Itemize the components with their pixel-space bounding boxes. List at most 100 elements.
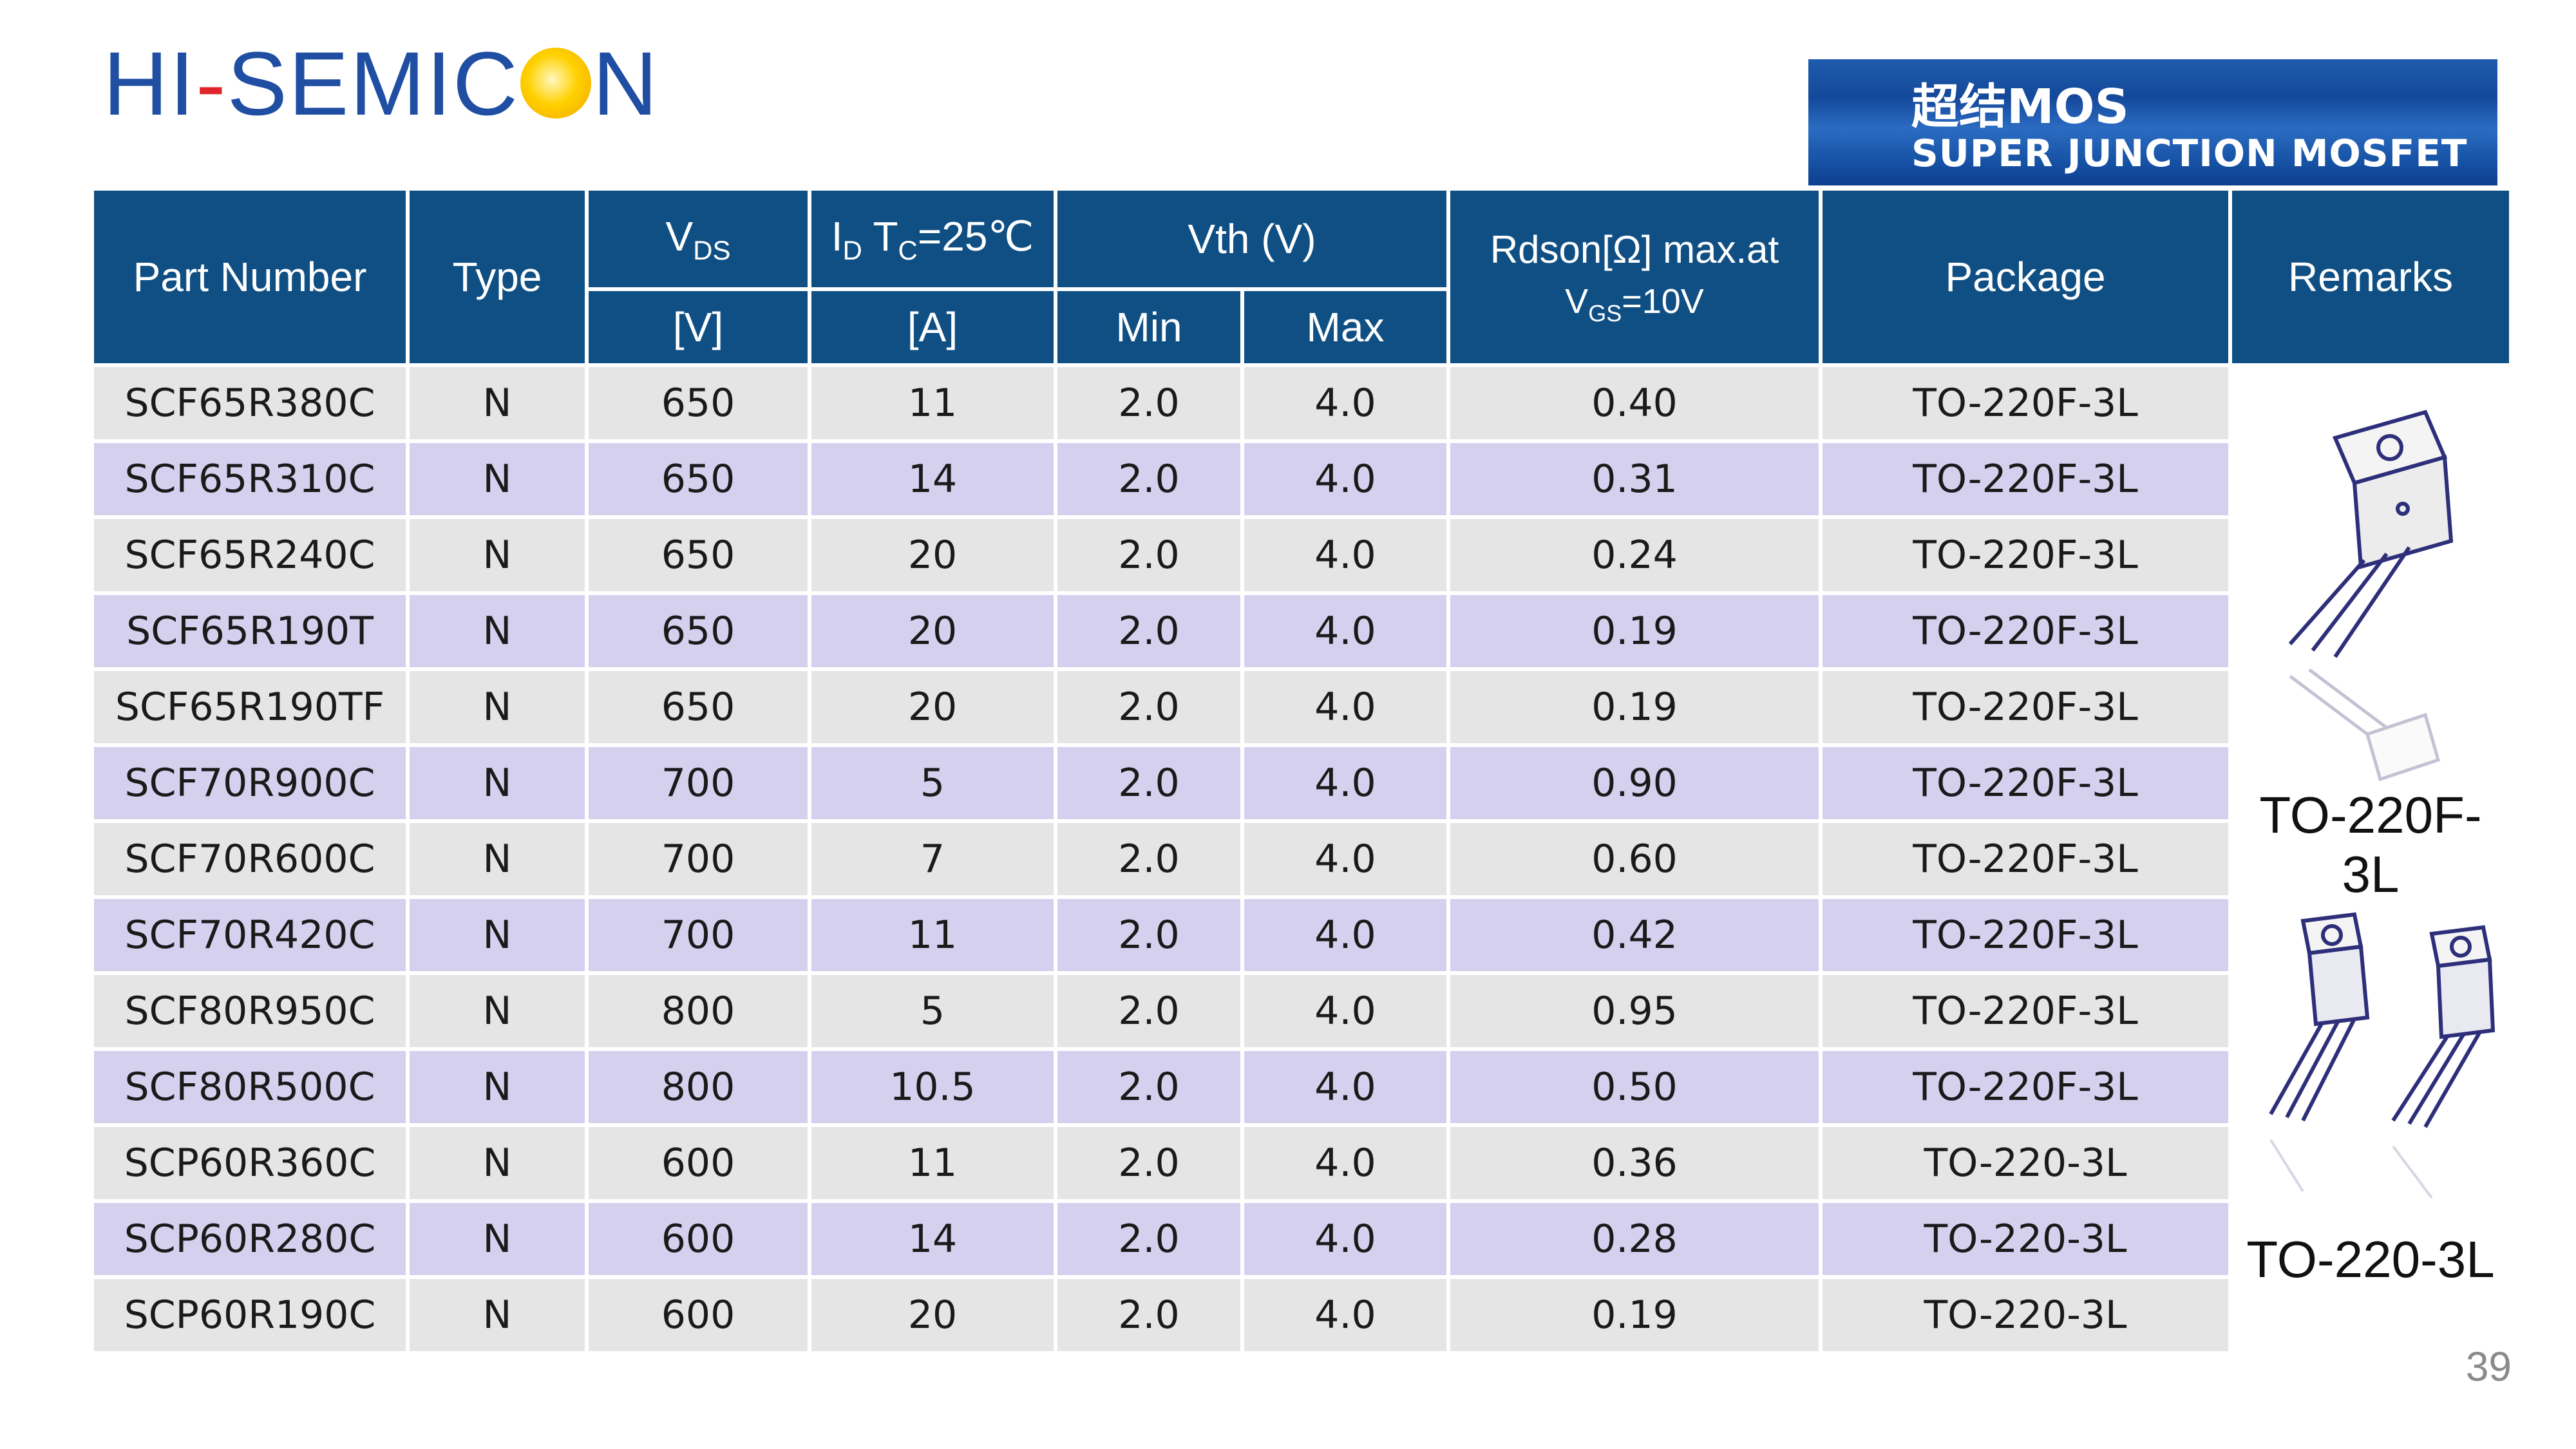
cell-package: TO-220F-3L [1823,519,2228,591]
cell-part-number: SCF65R190TF [94,671,406,743]
cell-vth-max: 4.0 [1244,1279,1446,1351]
cell-vth-min: 2.0 [1057,367,1240,439]
cell-vth-max: 4.0 [1244,899,1446,971]
table-row: SCP60R190C N 600 20 2.0 4.0 0.19 TO-220-3L [94,1279,2509,1351]
cell-rdson: 0.19 [1450,1279,1819,1351]
cell-vth-min: 2.0 [1057,747,1240,819]
cell-part-number: SCF65R190T [94,595,406,667]
cell-part-number: SCF80R500C [94,1051,406,1123]
cell-id: 5 [811,975,1054,1047]
cell-rdson: 0.40 [1450,367,1819,439]
cell-package: TO-220F-3L [1823,823,2228,895]
cell-part-number: SCP60R280C [94,1203,406,1275]
header-part-number: Part Number [94,191,406,363]
cell-rdson: 0.28 [1450,1203,1819,1275]
cell-rdson: 0.31 [1450,443,1819,515]
cell-part-number: SCF65R240C [94,519,406,591]
cell-type: N [410,823,585,895]
cell-id: 20 [811,1279,1054,1351]
cell-id: 20 [811,595,1054,667]
cell-package: TO-220-3L [1823,1127,2228,1199]
cell-vds: 700 [589,747,808,819]
cell-rdson: 0.50 [1450,1051,1819,1123]
table-row: SCF65R240C N 650 20 2.0 4.0 0.24 TO-220F-3L [94,519,2509,591]
cell-vth-max: 4.0 [1244,1203,1446,1275]
cell-part-number: SCF70R900C [94,747,406,819]
cell-id: 11 [811,367,1054,439]
cell-vth-min: 2.0 [1057,899,1240,971]
cell-rdson: 0.42 [1450,899,1819,971]
cell-id: 11 [811,899,1054,971]
table-row: SCF70R900C N 700 5 2.0 4.0 0.90 TO-220F-3L [94,747,2509,819]
to220f-package-icon [2288,410,2454,782]
cell-part-number: SCF80R950C [94,975,406,1047]
cell-vds: 650 [589,595,808,667]
table-row: SCF65R310C N 650 14 2.0 4.0 0.31 TO-220F-3L [94,443,2509,515]
cell-vth-max: 4.0 [1244,443,1446,515]
cell-id: 10.5 [811,1051,1054,1123]
cell-vth-min: 2.0 [1057,519,1240,591]
cell-part-number: SCP60R360C [94,1127,406,1199]
to220-package-icon [2269,912,2496,1199]
cell-id: 14 [811,443,1054,515]
cell-part-number: SCF65R380C [94,367,406,439]
cell-vth-max: 4.0 [1244,1051,1446,1123]
table-row: SCF80R950C N 800 5 2.0 4.0 0.95 TO-220F-3L [94,975,2509,1047]
cell-rdson: 0.90 [1450,747,1819,819]
cell-package: TO-220F-3L [1823,443,2228,515]
cell-vth-min: 2.0 [1057,595,1240,667]
cell-vds: 800 [589,1051,808,1123]
sun-icon [520,48,592,118]
cell-id: 7 [811,823,1054,895]
cell-part-number: SCP60R190C [94,1279,406,1351]
cell-package: TO-220F-3L [1823,1051,2228,1123]
header-id: ID TC=25℃ [811,191,1054,287]
cell-vth-min: 2.0 [1057,671,1240,743]
cell-type: N [410,1127,585,1199]
cell-part-number: SCF70R600C [94,823,406,895]
cell-vth-min: 2.0 [1057,823,1240,895]
remark-package-label-1: TO-220F-3L [2259,786,2482,903]
cell-vds: 650 [589,443,808,515]
cell-vth-max: 4.0 [1244,519,1446,591]
cell-vth-max: 4.0 [1244,1127,1446,1199]
cell-vth-min: 2.0 [1057,1279,1240,1351]
cell-vds: 800 [589,975,808,1047]
cell-vds: 650 [589,671,808,743]
cell-vth-max: 4.0 [1244,823,1446,895]
product-table: Part Number Type VDS ID TC=25℃ Vth (V) R… [90,187,2513,1355]
cell-type: N [410,595,585,667]
cell-vds: 650 [589,367,808,439]
cell-vds: 600 [589,1127,808,1199]
table-row: SCF65R380C N 650 11 2.0 4.0 0.40 TO-220F-3L TO-2… [94,367,2509,1351]
cell-rdson: 0.60 [1450,823,1819,895]
header-type: Type [410,191,585,363]
cell-package: TO-220F-3L [1823,595,2228,667]
cell-type: N [410,443,585,515]
banner-title-en: SUPER JUNCTION MOSFET [1911,131,2468,175]
cell-vth-min: 2.0 [1057,443,1240,515]
header-rdson: Rdson[Ω] max.at VGS=10V [1450,191,1819,363]
product-banner: 超结MOS SUPER JUNCTION MOSFET [1808,59,2497,185]
banner-title-cn: 超结MOS [1911,79,2129,135]
cell-package: TO-220F-3L [1823,367,2228,439]
cell-id: 11 [811,1127,1054,1199]
company-logo: HI-SEMIC N [103,33,659,134]
cell-type: N [410,1203,585,1275]
cell-vth-max: 4.0 [1244,671,1446,743]
cell-package: TO-220-3L [1823,1279,2228,1351]
cell-vds: 600 [589,1203,808,1275]
remark-package-label-2: TO-220-3L [2246,1231,2495,1288]
table-row: SCP60R360C N 600 11 2.0 4.0 0.36 TO-220-3L [94,1127,2509,1199]
cell-vds: 700 [589,823,808,895]
cell-vds: 600 [589,1279,808,1351]
header-id-unit: [A] [811,291,1054,363]
header-vds-unit: [V] [589,291,808,363]
cell-vth-max: 4.0 [1244,367,1446,439]
header-vth-min: Min [1057,291,1240,363]
header-remarks: Remarks [2232,191,2509,363]
cell-vth-max: 4.0 [1244,975,1446,1047]
cell-type: N [410,367,585,439]
cell-type: N [410,671,585,743]
cell-vth-max: 4.0 [1244,747,1446,819]
